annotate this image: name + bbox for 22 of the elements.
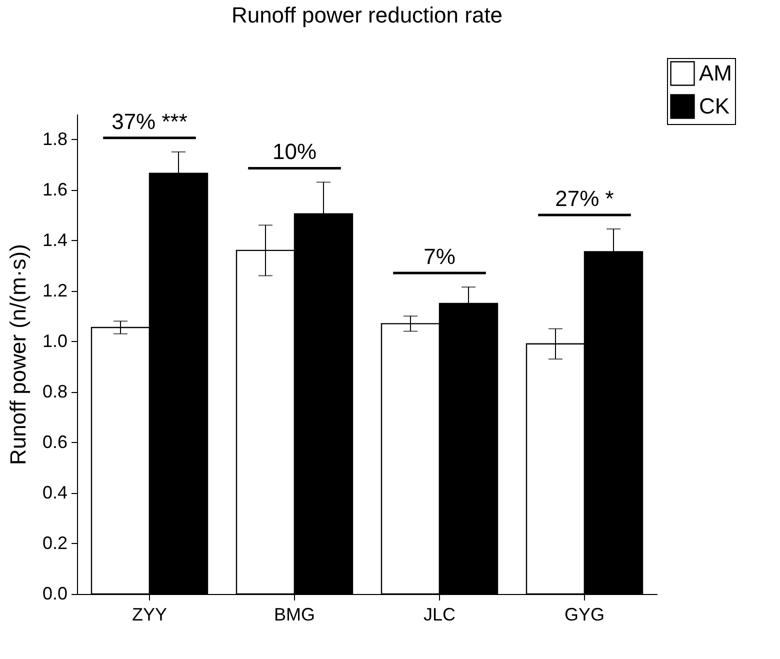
annotation: 27% * <box>555 186 614 211</box>
y-tick-label: 0.8 <box>42 381 68 402</box>
x-tick-label: JLC <box>423 604 456 624</box>
y-tick-label: 0.2 <box>42 532 68 553</box>
y-tick-label: 0.6 <box>42 432 68 452</box>
y-tick-label: 1.6 <box>42 179 68 200</box>
annotation: 37% *** <box>112 108 188 134</box>
chart-title: Runoff power reduction rate <box>231 2 503 28</box>
legend-label: AM <box>699 60 732 86</box>
y-tick-label: 1.4 <box>42 230 68 250</box>
legend-label: CK <box>699 94 730 118</box>
y-tick-label: 0.0 <box>42 584 68 604</box>
y-tick-label: 1.0 <box>42 330 68 351</box>
y-tick-label: 1.8 <box>42 128 68 149</box>
x-tick-label: GYG <box>564 604 605 624</box>
y-tick-label: 0.4 <box>42 482 68 502</box>
annotation: 7% <box>424 244 456 270</box>
y-tick-label: 1.2 <box>42 280 68 300</box>
x-tick-label: ZYY <box>132 604 168 624</box>
x-tick-label: BMG <box>274 604 316 624</box>
annotation: 10% <box>272 139 317 164</box>
y-axis-title: Runoff power (n/(m·s)) <box>5 244 30 465</box>
